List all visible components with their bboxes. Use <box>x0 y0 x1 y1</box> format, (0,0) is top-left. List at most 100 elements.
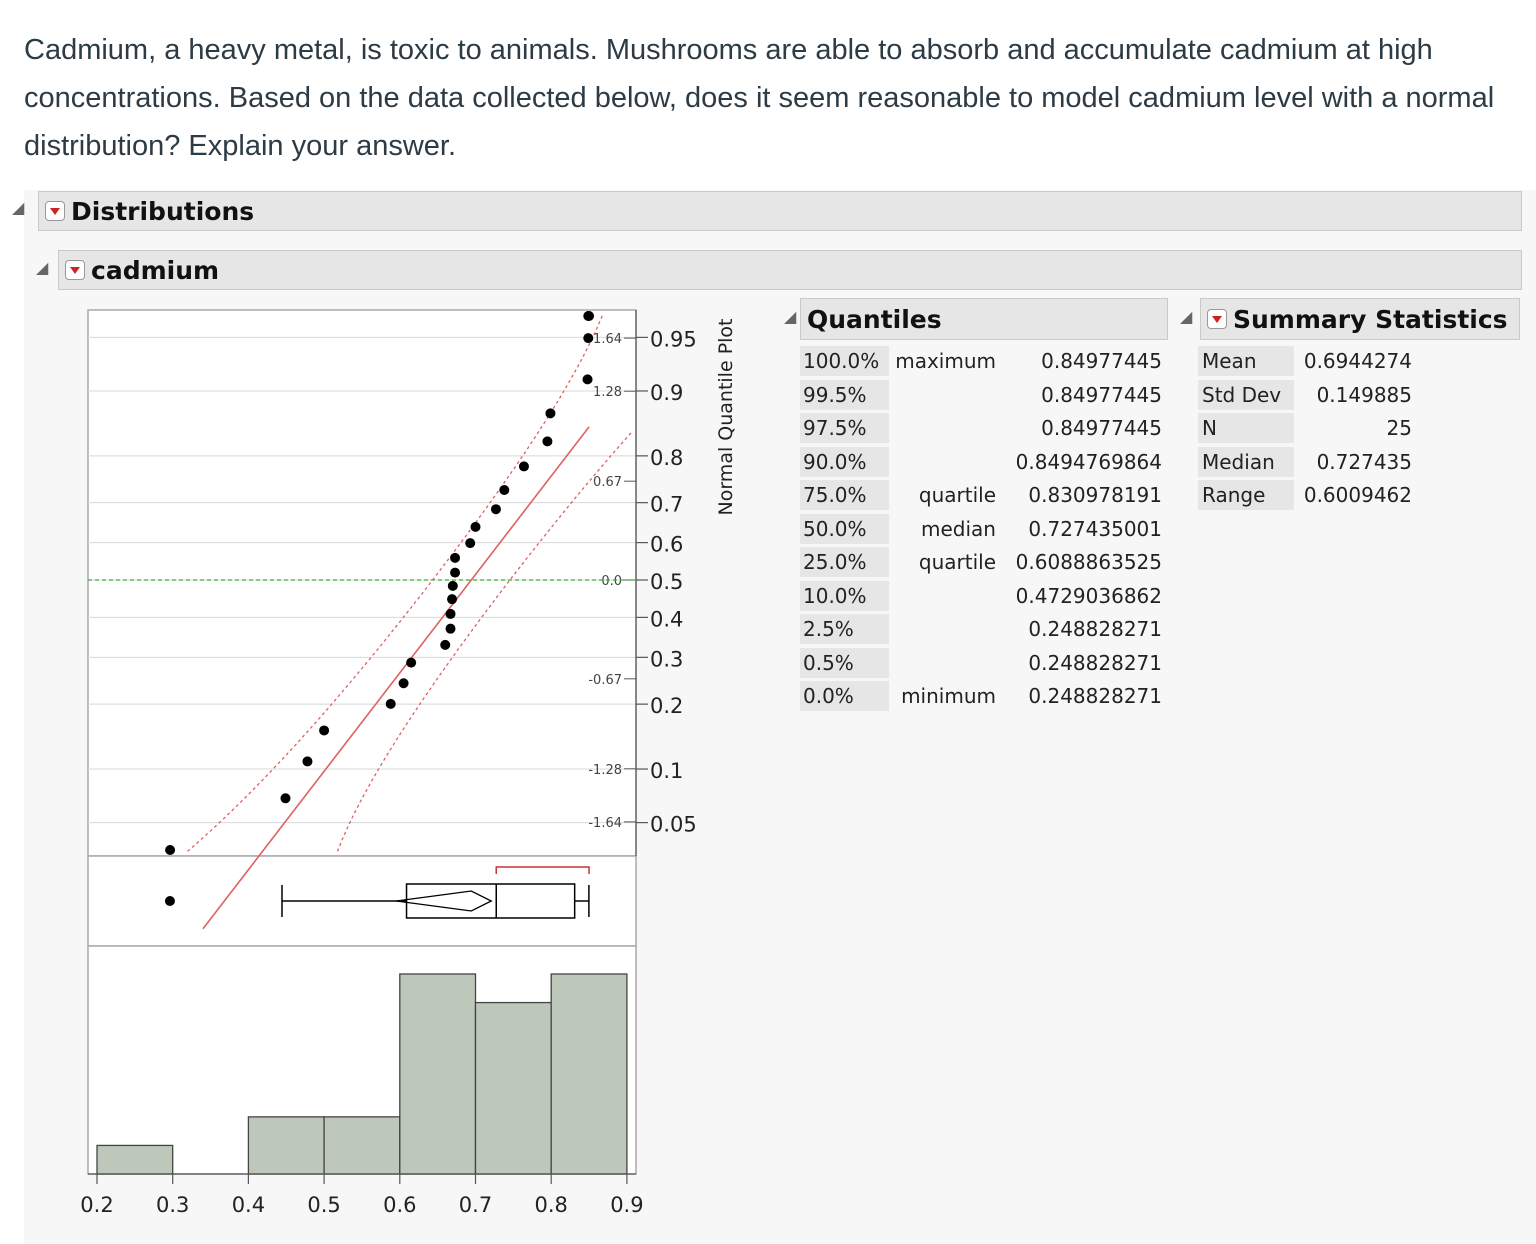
x-tick-label: 0.8 <box>534 1193 567 1217</box>
histogram-bar <box>550 973 628 1175</box>
collapse-summary-icon[interactable]: ◢ <box>1180 307 1193 326</box>
quantile-percent: 97.5% <box>800 413 889 443</box>
quantile-label: maximum <box>895 349 996 373</box>
summary-stat-label: N <box>1198 413 1294 443</box>
probability-tick-label: 0.6 <box>650 533 683 557</box>
x-tick-label: 0.6 <box>383 1193 416 1217</box>
quantile-point <box>406 657 417 668</box>
distribution-chart: 0.95 0.9 0.8 0.7 0.6 0.5 0.4 0.3 0.2 0.1 0.05 1.64 1… <box>80 309 697 1217</box>
distributions-title: Distributions <box>71 196 255 226</box>
quantile-point <box>542 436 553 447</box>
quantile-point <box>450 567 461 578</box>
red-triangle-menu-icon[interactable] <box>1207 309 1227 329</box>
quantile-percent: 0.0% <box>800 681 889 711</box>
x-tick-label: 0.2 <box>80 1193 113 1217</box>
histogram-bar <box>399 973 477 1175</box>
quantile-label <box>886 648 996 678</box>
quantile-value: 0.8494769864 <box>1015 449 1162 474</box>
normal-quantile-tick-label: 0.0 <box>601 574 622 589</box>
histogram-bar <box>474 1001 552 1175</box>
quantile-label: quartile <box>918 550 996 574</box>
quantile-point <box>319 725 330 736</box>
shortest-half-bracket <box>495 866 590 874</box>
quantiles-header: Quantiles <box>800 298 1168 340</box>
quantile-percent: 10.0% <box>800 580 889 611</box>
quantile-label: quartile <box>918 483 996 507</box>
quantile-point <box>447 580 458 591</box>
cadmium-header: cadmium <box>58 250 1522 290</box>
normal-quantile-tick-label: 1.28 <box>593 385 622 400</box>
quantile-value: 0.84977445 <box>1041 416 1162 440</box>
quantile-point <box>445 623 456 634</box>
confidence-band-lower <box>187 314 604 852</box>
collapse-quantiles-icon[interactable]: ◢ <box>784 307 797 326</box>
summary-stat-value: 0.6944274 <box>1303 349 1412 373</box>
distributions-header: Distributions <box>38 191 1522 231</box>
quantile-point <box>583 333 594 344</box>
cadmium-title: cadmium <box>91 255 220 285</box>
quantile-percent: 2.5% <box>800 614 889 644</box>
quantile-point <box>398 678 409 689</box>
quantile-label <box>886 614 996 644</box>
quantile-label <box>886 447 996 477</box>
red-triangle-menu-icon[interactable] <box>65 260 85 280</box>
normal-quantile-tick-label: -0.67 <box>588 673 622 688</box>
quantile-value: 0.4729036862 <box>1015 583 1162 608</box>
quantile-point <box>440 639 451 650</box>
probability-tick-label: 0.8 <box>650 446 683 470</box>
summary-stat-label: Range <box>1198 480 1294 510</box>
summary-statistics-title: Summary Statistics <box>1233 304 1508 334</box>
probability-tick-label: 0.4 <box>650 607 683 631</box>
quantile-point <box>450 552 461 563</box>
confidence-band-upper <box>336 432 632 852</box>
x-tick-label: 0.4 <box>232 1193 265 1217</box>
quantile-label: median <box>921 516 996 541</box>
x-tick-label: 0.3 <box>156 1193 189 1217</box>
quantile-value: 0.84977445 <box>1041 382 1162 407</box>
quantile-value: 0.830978191 <box>1028 483 1162 507</box>
quantile-point <box>302 756 313 767</box>
quantile-point <box>385 698 396 709</box>
normal-quantile-tick-label: -1.28 <box>588 763 622 778</box>
summary-stat-label: Mean <box>1198 346 1294 376</box>
quantile-point <box>445 608 456 619</box>
quantile-point <box>584 311 595 321</box>
probability-tick-label: 0.2 <box>650 694 683 718</box>
quantile-plot-area <box>87 309 637 857</box>
quantile-label <box>886 380 996 410</box>
quantile-point <box>465 538 476 549</box>
collapse-cadmium-icon[interactable]: ◢ <box>36 258 49 277</box>
probability-tick-label: 0.5 <box>650 570 683 594</box>
quantile-point <box>280 793 291 804</box>
probability-tick-label: 0.95 <box>650 327 697 351</box>
quantile-percent: 0.5% <box>800 647 889 678</box>
normal-quantile-tick-label: -1.64 <box>588 816 622 831</box>
probability-tick-label: 0.05 <box>650 813 697 837</box>
quantile-point <box>518 461 529 472</box>
quantile-point <box>582 374 593 385</box>
quantile-percent: 75.0% <box>800 480 889 510</box>
summary-stat-value: 25 <box>1386 416 1412 440</box>
quantile-label: minimum <box>901 684 996 708</box>
quantile-value: 0.248828271 <box>1028 650 1162 675</box>
collapse-distributions-icon[interactable]: ◢ <box>12 198 25 217</box>
quantile-percent: 90.0% <box>800 446 889 477</box>
probability-tick-label: 0.3 <box>650 647 683 671</box>
quantile-percent: 25.0% <box>800 547 889 577</box>
normal-fit-line <box>202 426 590 930</box>
normal-quantile-plot-label: Normal Quantile Plot <box>715 318 737 516</box>
question-text: Cadmium, a heavy metal, is toxic to anim… <box>24 34 1495 162</box>
summary-stat-value: 0.727435 <box>1316 449 1412 474</box>
red-triangle-menu-icon[interactable] <box>45 201 65 221</box>
quantile-value: 0.727435001 <box>1028 516 1162 541</box>
x-tick-label: 0.7 <box>459 1193 492 1217</box>
quantile-value: 0.84977445 <box>1041 349 1162 373</box>
mean-diamond <box>396 890 493 912</box>
summary-stat-value: 0.149885 <box>1316 382 1412 407</box>
quantile-point <box>447 594 458 605</box>
histogram-bar <box>96 1144 174 1175</box>
x-tick-label: 0.9 <box>610 1193 643 1217</box>
quantile-percent: 100.0% <box>800 346 889 376</box>
quantile-value: 0.6088863525 <box>1015 550 1162 574</box>
quantile-percent: 99.5% <box>800 379 889 410</box>
